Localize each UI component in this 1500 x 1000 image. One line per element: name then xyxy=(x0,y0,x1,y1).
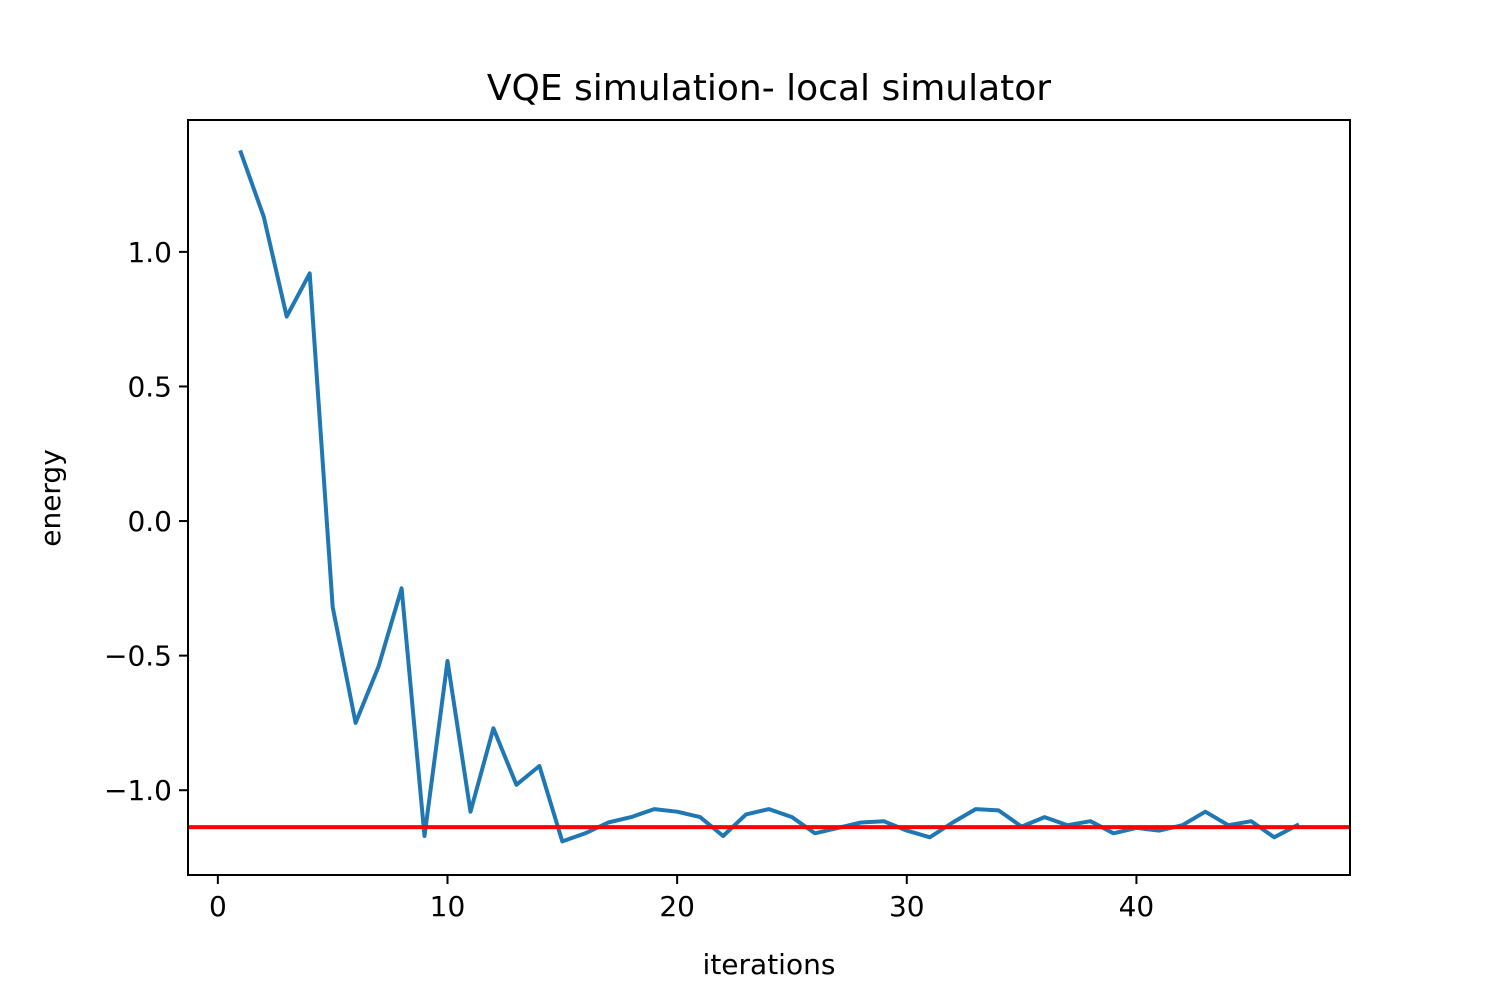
chart-title: VQE simulation- local simulator xyxy=(487,68,1051,109)
chart-marks xyxy=(188,149,1350,844)
x-tick-label: 10 xyxy=(430,890,466,923)
y-tick-label: 1.0 xyxy=(127,236,172,269)
plot-area xyxy=(188,120,1350,875)
plot-frame xyxy=(187,119,1351,876)
x-tick-label: 20 xyxy=(659,890,695,923)
y-tick-label: 0.0 xyxy=(127,505,172,538)
x-tick-label: 0 xyxy=(209,890,227,923)
y-tick-label: 0.5 xyxy=(127,370,172,403)
y-axis-label: energy xyxy=(34,449,67,547)
y-axis-ticks: 1.0 0.5 0.0 −0.5 −1.0 xyxy=(104,236,188,807)
x-axis-ticks: 0 10 20 30 40 xyxy=(209,875,1154,923)
y-tick-label: −1.0 xyxy=(104,774,172,807)
x-tick-label: 40 xyxy=(1119,890,1155,923)
y-tick-label: −0.5 xyxy=(104,640,172,673)
series-line-0 xyxy=(238,149,1300,844)
x-tick-label: 30 xyxy=(889,890,925,923)
x-axis-label: iterations xyxy=(703,948,836,981)
